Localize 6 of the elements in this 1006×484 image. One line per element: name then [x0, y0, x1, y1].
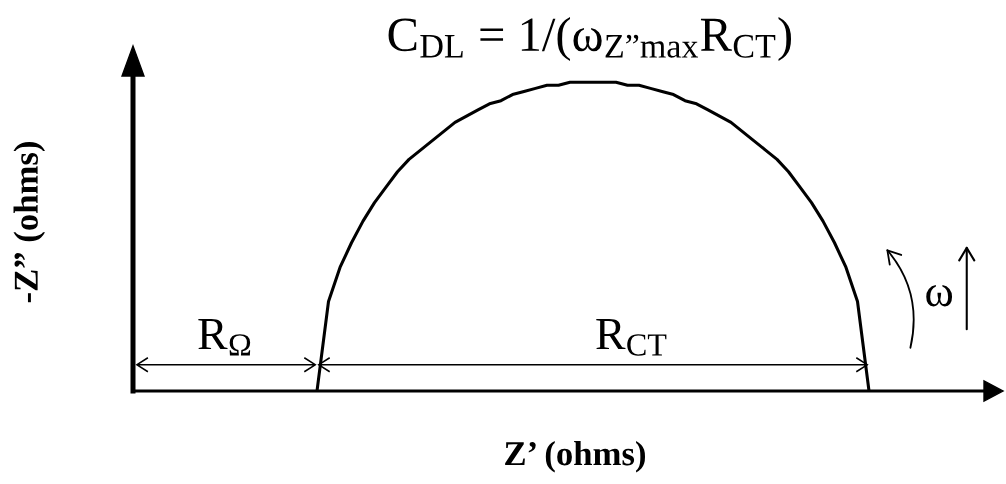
chart-title: C$_{DL}$ = 1/(ω$_{Z”max}$R$_{CT}$) — [388, 16, 792, 62]
annotation: ω — [926, 285, 953, 307]
y-axis-title: -Z” (ohms) — [13, 142, 45, 303]
x-axis-title: Z’ (ohms) — [505, 441, 646, 473]
annotation: R$_{Ω}$ — [198, 319, 251, 356]
annotation: R$_{CT}$ — [596, 319, 667, 356]
